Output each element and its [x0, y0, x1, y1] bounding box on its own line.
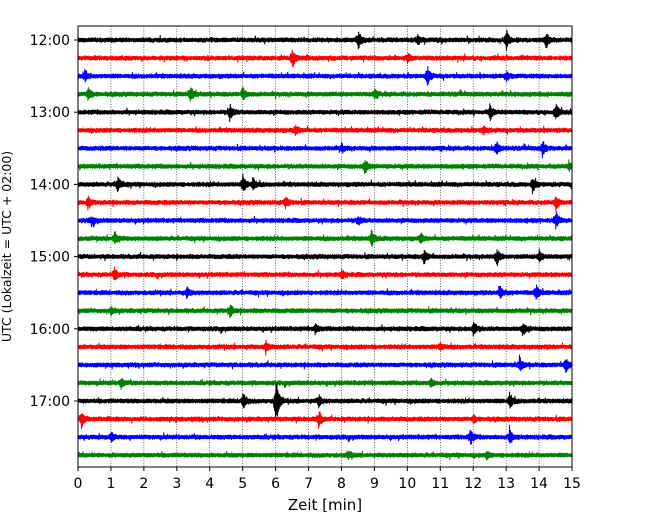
- x-tick-label: 0: [74, 476, 83, 492]
- y-tick-label: 17:00: [30, 394, 70, 410]
- seismogram-trace-1330: [77, 141, 573, 159]
- seismogram-trace-1615: [77, 339, 573, 356]
- y-tick-label: 13:00: [30, 105, 70, 121]
- seismogram-trace-1730: [77, 424, 573, 445]
- x-tick-label: 1: [106, 476, 115, 492]
- seismogram-trace-1715: [77, 411, 573, 430]
- x-tick-label: 14: [530, 476, 548, 492]
- seismogram-trace-1245: [77, 86, 573, 102]
- x-tick-label: 9: [370, 476, 379, 492]
- x-tick-label: 7: [304, 476, 313, 492]
- seismogram-trace-1415: [77, 195, 573, 211]
- x-tick-label: 12: [464, 476, 482, 492]
- x-tick-label: 13: [497, 476, 515, 492]
- x-tick-label: 5: [238, 476, 247, 492]
- seismogram-trace-1600: [77, 321, 573, 337]
- y-axis-label: UTC (Lokalzeit = UTC + 02:00): [0, 151, 14, 342]
- x-tick-label: 2: [139, 476, 148, 492]
- x-tick-label: 15: [563, 476, 581, 492]
- seismogram-trace-1315: [77, 124, 573, 137]
- seismogram-trace-1500: [77, 248, 573, 267]
- seismogram-trace-1300: [77, 103, 573, 123]
- seismogram-trace-1430: [77, 210, 573, 230]
- y-tick-label: 12:00: [30, 33, 70, 49]
- seismogram-trace-1530: [77, 284, 573, 300]
- x-tick-label: 10: [398, 476, 416, 492]
- seismogram-trace-1230: [77, 65, 573, 86]
- seismogram-trace-1400: [77, 173, 573, 195]
- seismogram-trace-1345: [77, 159, 573, 175]
- y-tick-label: 16:00: [30, 322, 70, 338]
- y-tick-label: 15:00: [30, 250, 70, 266]
- x-axis-ticks: 0 1 2 3 4 5 6 7 8 9 10 11 12 13 14 15: [74, 467, 581, 492]
- seismogram-trace-1445: [77, 229, 573, 247]
- y-axis-ticks: 12:00 13:00 14:00 15:00 16:00 17:00: [30, 33, 78, 410]
- x-tick-label: 8: [337, 476, 346, 492]
- seismogram-trace-1545: [77, 304, 573, 319]
- x-tick-label: 3: [172, 476, 181, 492]
- x-axis-label: Zeit [min]: [288, 496, 362, 514]
- seismogram-trace-1630: [77, 354, 573, 373]
- vertical-grid: [110, 26, 540, 467]
- x-tick-label: 4: [205, 476, 214, 492]
- seismogram-traces: [77, 30, 573, 461]
- seismogram-trace-1645: [77, 377, 573, 390]
- x-tick-label: 11: [431, 476, 449, 492]
- seismogram-trace-1215: [77, 49, 573, 68]
- x-tick-label: 6: [271, 476, 280, 492]
- seismogram-trace-1515: [77, 266, 573, 281]
- seismogram-trace-1745: [77, 450, 573, 461]
- seismogram-trace-1200: [77, 30, 573, 52]
- seismogram-trace-1700: [77, 382, 573, 422]
- y-tick-label: 14:00: [30, 177, 70, 193]
- plot-frame: [77, 25, 573, 468]
